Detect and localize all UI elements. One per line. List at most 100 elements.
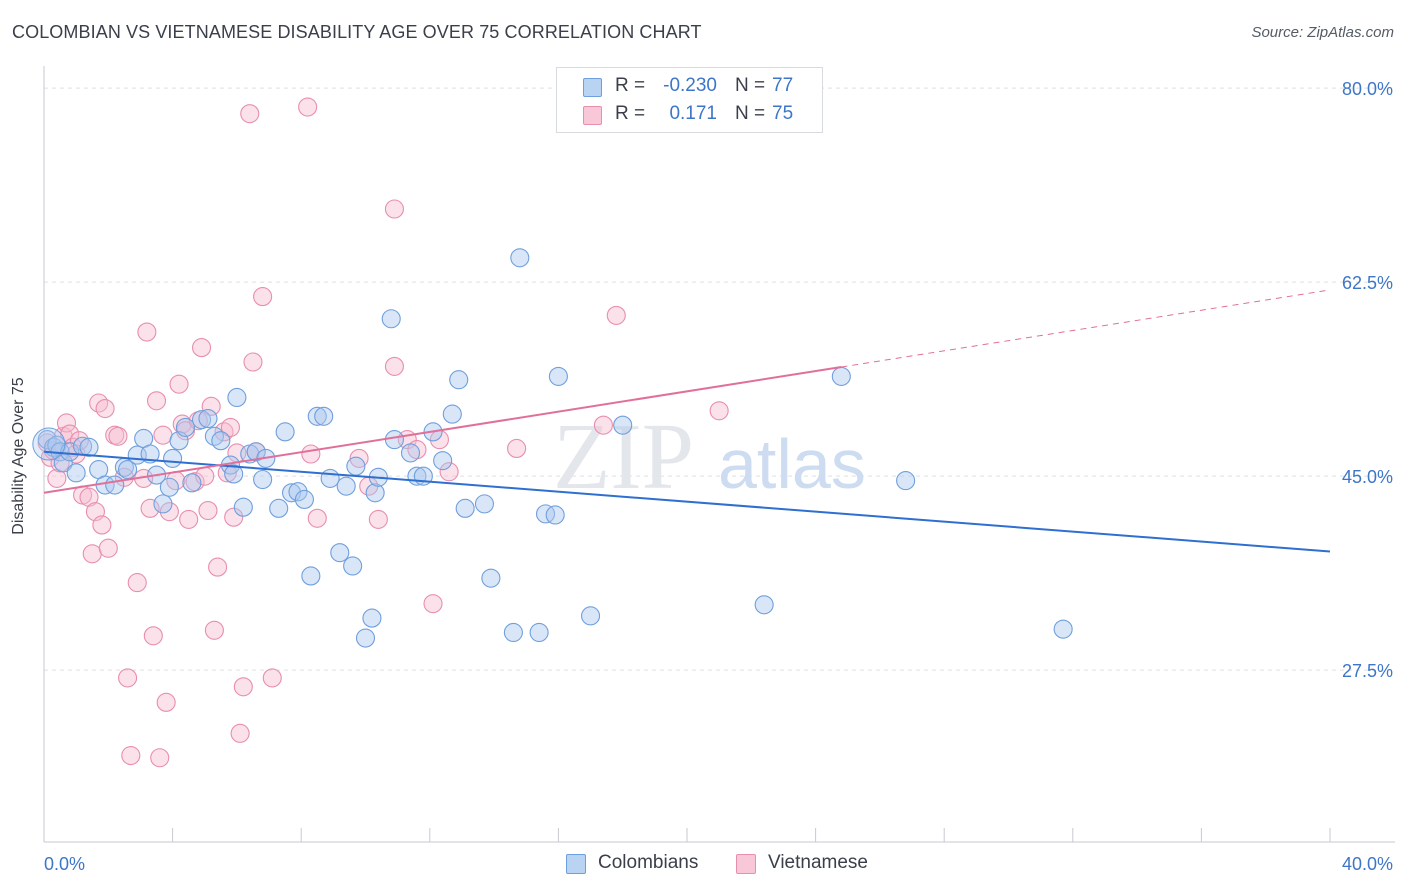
colombian-point [118,459,138,480]
vietnamese-point [127,573,147,593]
vietnamese-point [137,322,157,342]
watermark-atlas: atlas [718,425,866,503]
vietnamese-trend-extension [841,289,1331,368]
vietnamese-point [150,748,170,768]
vietnamese-point [368,509,388,529]
vietnamese-point [82,544,102,564]
colombian-point [455,498,475,518]
vietnamese-point [98,538,118,558]
colombian-point [153,494,173,514]
colombian-point [433,451,453,471]
vietnamese-point [201,396,221,416]
vietnamese-point [169,374,189,394]
x-tick-label: 40.0% [1342,854,1393,874]
colombian-point [346,456,366,476]
legend-n-label: N = [735,75,766,96]
colombian-point [362,608,382,628]
vietnamese-point [79,487,99,507]
vietnamese-point [298,97,318,117]
colombian-point [754,595,774,615]
vietnamese-point [384,199,404,219]
vietnamese-point [243,352,263,372]
colombian-point [294,489,314,510]
colombians-trend-line [43,450,1331,553]
colombian-point [548,366,568,386]
colombian-point [37,430,57,450]
vietnamese-point [204,620,224,640]
colombians-swatch [566,854,586,874]
vietnamese-point [301,444,321,464]
colombian-point [105,475,125,495]
legend-r-label: R = [615,75,646,96]
vietnamese-point [606,305,626,325]
vietnamese-point [240,104,260,124]
watermark: ZIP atlas [553,405,866,509]
vietnamese-point [709,401,729,421]
colombian-point [79,437,99,457]
vietnamese-point [156,692,176,712]
colombian-point [233,497,253,517]
colombian-point [191,410,212,430]
legend-r-value: -0.230 [663,75,717,96]
vietnamese-point [143,626,163,646]
colombian-point [545,505,565,525]
y-tick-label: 45.0% [1342,467,1393,487]
vietnamese-point [208,557,228,577]
legend-n-value: 77 [772,75,794,96]
colombian-point [831,366,851,386]
colombian-point [224,464,244,484]
colombian-point [140,444,160,464]
colombian-point [159,477,179,497]
x-tick-label: 0.0% [44,854,85,874]
vietnamese-point [140,498,160,518]
vietnamese-point [262,668,282,688]
colombian-point [314,406,334,426]
vietnamese-point [230,723,250,743]
colombian-point [535,504,556,524]
vietnamese-point [593,415,613,435]
colombian-point [175,417,196,437]
watermark-zip: ZIP [553,405,694,509]
colombian-point [510,248,530,268]
legend-n-value: 75 [772,103,794,124]
colombian-point [355,628,376,648]
vietnamese-points [37,97,729,768]
colombian-point [384,430,404,450]
vietnamese-point [118,668,138,688]
colombian-point [66,463,86,483]
vietnamese-swatch [583,106,602,125]
colombian-point [503,622,523,643]
colombian-point [474,494,495,514]
vietnamese-point [56,413,77,433]
colombian-point [288,482,308,502]
y-tick-label: 27.5% [1342,661,1393,681]
colombians-swatch [583,78,602,97]
colombian-point [307,406,327,426]
vietnamese-swatch [736,854,756,874]
vietnamese-point [307,508,327,528]
vietnamese-point [439,462,459,482]
vietnamese-point [507,438,527,459]
colombian-point [529,622,549,643]
colombian-point [198,408,218,429]
colombian-point [163,448,183,468]
chart-title: COLOMBIAN VS VIETNAMESE DISABILITY AGE O… [12,22,702,42]
colombian-point [442,404,462,424]
colombian-point [32,427,66,461]
colombian-point [580,606,601,626]
vietnamese-trend-line [43,366,842,494]
colombian-point [320,468,340,488]
colombian-point [253,469,273,490]
colombian-point [330,543,350,563]
colombian-point [449,370,469,390]
vietnamese-point [146,391,167,411]
colombians-label: Colombians [598,852,699,873]
vietnamese-point [108,426,128,446]
vietnamese-point [69,431,89,451]
legend-n-label: N = [735,103,766,124]
vietnamese-point [159,502,179,522]
vietnamese-point [179,509,199,529]
colombian-point [269,498,289,518]
legend-r-label: R = [615,103,646,124]
